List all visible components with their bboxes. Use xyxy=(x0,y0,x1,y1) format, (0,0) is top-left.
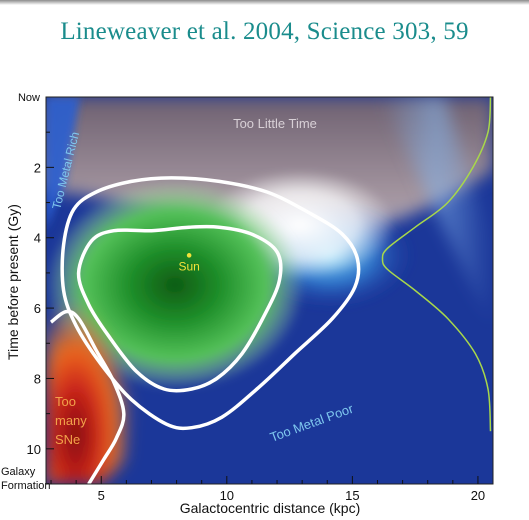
contour-68-percent xyxy=(76,224,283,393)
plot-frame xyxy=(45,96,494,485)
x-tick-label: 5 xyxy=(98,488,105,503)
x-tick-label: 15 xyxy=(345,488,359,503)
y-bottom-label-line1: Galaxy xyxy=(1,466,36,478)
y-tick-label: 6 xyxy=(34,301,41,316)
contours xyxy=(49,97,492,484)
y-top-label: Now xyxy=(18,92,40,104)
sne-boundary xyxy=(49,309,126,484)
label-too-many-sne-line1: Too xyxy=(55,394,76,409)
y-bottom-label-line2: Formation xyxy=(1,480,51,492)
y-tick-label: 2 xyxy=(34,160,41,175)
label-too-many-sne-line3: SNe xyxy=(55,432,80,447)
x-tick-label: 20 xyxy=(471,488,485,503)
plot-background xyxy=(46,97,493,484)
y-axis-ticks: 2 4 6 8 10 xyxy=(27,131,54,457)
contour-95-percent xyxy=(60,176,361,431)
label-too-many-sne-line2: many xyxy=(55,413,87,428)
y-tick-label: 8 xyxy=(34,371,41,386)
y-tick-label: 4 xyxy=(34,231,41,246)
y-tick-label: 10 xyxy=(27,442,41,457)
x-axis-ticks: 5 10 15 20 xyxy=(50,476,485,503)
x-tick-label: 10 xyxy=(220,488,234,503)
label-too-little-time: Too Little Time xyxy=(233,116,317,131)
y-axis-label: Time before present (Gy) xyxy=(5,204,21,360)
top-rule xyxy=(0,0,529,5)
age-distribution-curve xyxy=(381,97,492,432)
slide-title: Lineweaver et al. 2004, Science 303, 59 xyxy=(60,18,469,45)
label-sun: Sun xyxy=(178,259,199,273)
sun-marker xyxy=(186,253,192,258)
x-axis-label: Galactocentric distance (kpc) xyxy=(180,500,361,516)
